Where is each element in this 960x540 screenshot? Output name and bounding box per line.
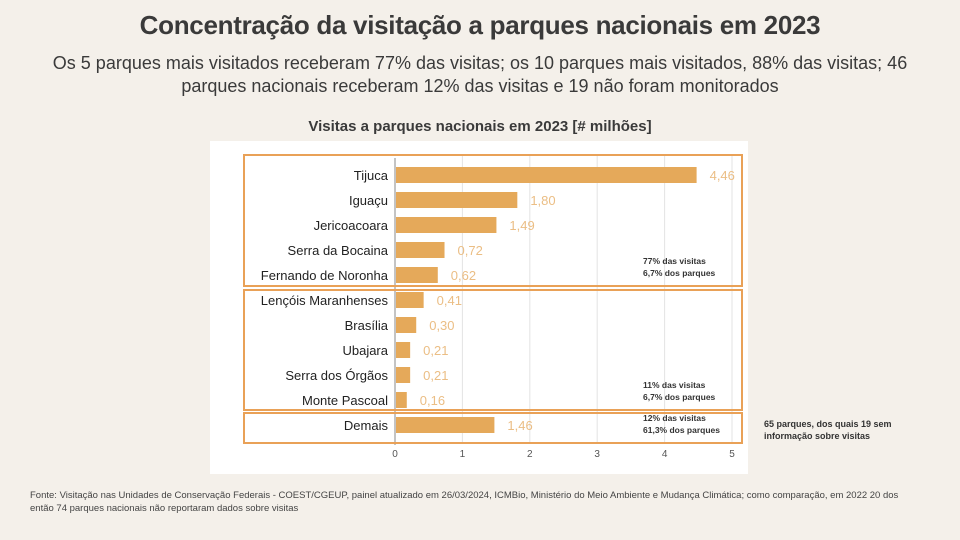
- category-label: Tijuca: [354, 168, 389, 183]
- source-footnote: Fonte: Visitação nas Unidades de Conserv…: [30, 490, 899, 514]
- page-subtitle: Os 5 parques mais visitados receberam 77…: [52, 53, 908, 96]
- category-label: Jericoacoara: [314, 218, 389, 233]
- bar: [396, 167, 697, 183]
- bar: [396, 342, 411, 358]
- x-tick-label: 4: [662, 449, 668, 460]
- value-label: 4,46: [710, 168, 735, 183]
- group-annotation: 6,7% dos parques: [643, 268, 716, 278]
- x-tick-label: 0: [392, 449, 398, 460]
- group-annotation: 61,3% dos parques: [643, 425, 720, 435]
- category-label: Iguaçu: [349, 193, 388, 208]
- bar: [396, 417, 495, 433]
- value-label: 1,46: [507, 418, 532, 433]
- page-title: Concentração da visitação a parques naci…: [139, 10, 821, 40]
- value-label: 0,16: [420, 393, 445, 408]
- value-label: 0,41: [437, 293, 462, 308]
- category-label: Serra da Bocaina: [288, 243, 389, 258]
- category-label: Fernando de Noronha: [261, 268, 389, 283]
- category-label: Demais: [344, 418, 389, 433]
- bar: [396, 217, 497, 233]
- bar: [396, 367, 411, 383]
- value-label: 1,49: [509, 218, 534, 233]
- x-tick-label: 3: [594, 449, 600, 460]
- bar: [396, 192, 518, 208]
- group-annotation: 6,7% dos parques: [643, 392, 716, 402]
- category-label: Brasília: [345, 318, 389, 333]
- group-box: [243, 154, 743, 287]
- side-note-line-2: informação sobre visitas: [764, 431, 871, 441]
- x-tick-label: 5: [729, 449, 735, 460]
- value-label: 0,30: [429, 318, 454, 333]
- value-label: 0,21: [423, 368, 448, 383]
- category-label: Monte Pascoal: [302, 393, 388, 408]
- bar: [396, 292, 424, 308]
- bar: [396, 242, 445, 258]
- group-annotation: 12% das visitas: [643, 413, 706, 423]
- group-box: [243, 412, 743, 444]
- bar: [396, 267, 438, 283]
- group-annotation: 11% das visitas: [643, 380, 706, 390]
- chart-title: Visitas a parques nacionais em 2023 [# m…: [308, 118, 652, 135]
- category-label: Lençóis Maranhenses: [261, 293, 389, 308]
- side-note-line-1: 65 parques, dos quais 19 sem: [764, 419, 892, 429]
- x-tick-label: 1: [460, 449, 466, 460]
- bar: [396, 317, 417, 333]
- bar: [396, 392, 407, 408]
- value-label: 0,72: [458, 243, 483, 258]
- side-note: 65 parques, dos quais 19 sem informação …: [764, 418, 892, 442]
- category-label: Ubajara: [342, 343, 388, 358]
- category-label: Serra dos Órgãos: [285, 368, 388, 383]
- group-annotation: 77% das visitas: [643, 256, 706, 266]
- value-label: 1,80: [530, 193, 555, 208]
- x-tick-label: 2: [527, 449, 533, 460]
- group-box: [243, 289, 743, 411]
- value-label: 0,62: [451, 268, 476, 283]
- value-label: 0,21: [423, 343, 448, 358]
